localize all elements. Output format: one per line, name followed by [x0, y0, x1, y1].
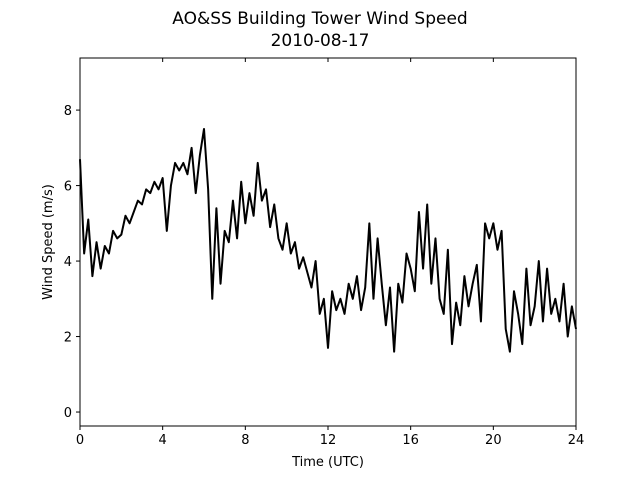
x-tick-label: 4 [159, 433, 167, 448]
y-tick-label: 4 [64, 255, 72, 270]
x-tick-label: 24 [568, 433, 585, 448]
x-tick-label: 20 [485, 433, 502, 448]
y-tick-label: 8 [64, 104, 72, 119]
x-tick-label: 8 [241, 433, 249, 448]
y-tick-label: 0 [64, 406, 72, 421]
y-tick-label: 6 [64, 180, 72, 195]
x-tick-label: 16 [402, 433, 419, 448]
y-tick-label: 2 [64, 331, 72, 346]
x-tick-label: 12 [320, 433, 337, 448]
x-axis-label: Time (UTC) [291, 455, 364, 470]
plot-frame [79, 57, 577, 427]
y-axis-label: Wind Speed (m/s) [41, 184, 56, 300]
chart-subtitle: 2010-08-17 [271, 31, 370, 51]
x-tick-label: 0 [76, 433, 84, 448]
line [79, 127, 577, 353]
chart-title: AO&SS Building Tower Wind Speed [172, 9, 467, 29]
